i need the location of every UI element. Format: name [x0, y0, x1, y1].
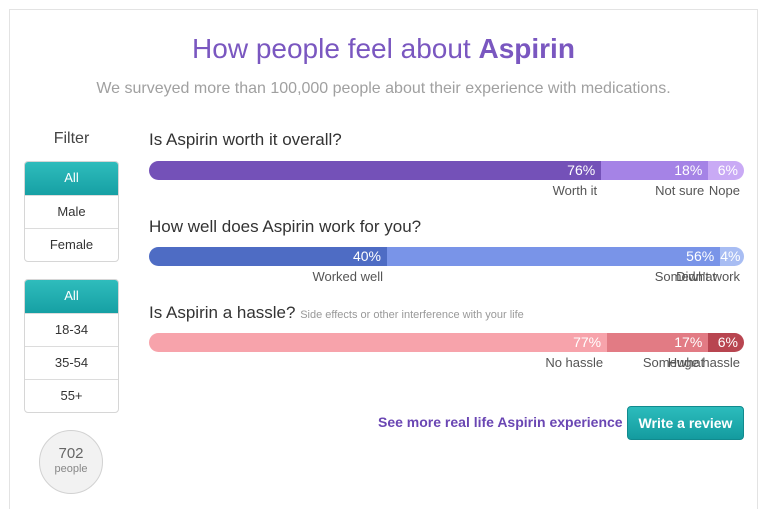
segment-label-3: Nope	[708, 183, 740, 198]
question-text: Is Aspirin worth it overall?	[149, 130, 342, 149]
people-count: 702	[58, 445, 84, 462]
see-more-experience-link[interactable]: See more real life Aspirin experience	[378, 414, 623, 430]
gender-filter-male[interactable]: Male	[25, 195, 118, 228]
bar-segment-1: 76%	[149, 161, 602, 180]
segment-label-3: Huge hassle	[667, 355, 740, 370]
bar-segment-2: 18%	[601, 161, 709, 180]
page-subtitle: We surveyed more than 100,000 people abo…	[96, 80, 671, 97]
page-title: How people feel about Aspirin	[0, 33, 767, 65]
age-filter-35-54[interactable]: 35-54	[25, 346, 118, 379]
title-prefix: How people feel about	[192, 33, 471, 64]
age-filter-group: All 18-34 35-54 55+	[24, 279, 119, 413]
bar-segment-1: 40%	[149, 247, 387, 266]
effectiveness-bar-labels: Worked well Somewhat Didn't work	[149, 269, 744, 285]
question-text: How well does Aspirin work for you?	[149, 217, 422, 236]
bar-segment-2: 17%	[607, 333, 709, 352]
segment-label-1: Worked well	[312, 269, 383, 284]
people-count-label: people	[54, 463, 88, 475]
gender-filter-all[interactable]: All	[25, 162, 118, 195]
bar-segment-3: 6%	[708, 333, 744, 352]
segment-label-3: Didn't work	[676, 269, 740, 284]
hassle-bar-labels: No hassle Somewhat Huge hassle	[149, 355, 744, 371]
segment-label-1: No hassle	[545, 355, 604, 370]
gender-filter-female[interactable]: Female	[25, 228, 118, 261]
bar-segment-3: 4%	[720, 247, 744, 266]
age-filter-55-plus[interactable]: 55+	[25, 379, 118, 412]
question-effectiveness: How well does Aspirin work for you?	[149, 217, 421, 237]
segment-label-2: Not sure	[655, 183, 705, 198]
age-filter-18-34[interactable]: 18-34	[25, 313, 118, 346]
worth-it-bar-labels: Worth it Not sure Nope	[149, 183, 744, 199]
filter-heading: Filter	[53, 130, 90, 147]
drug-name: Aspirin	[478, 33, 575, 64]
write-review-button[interactable]: Write a review	[627, 406, 744, 440]
question-hassle: Is Aspirin a hassle? Side effects or oth…	[149, 303, 524, 323]
question-worth-it: Is Aspirin worth it overall?	[149, 130, 342, 150]
question-note: Side effects or other interference with …	[300, 309, 524, 321]
worth-it-bar: 76% 18% 6%	[149, 161, 744, 180]
question-text: Is Aspirin a hassle?	[149, 303, 296, 322]
bar-segment-2: 56%	[387, 247, 721, 266]
segment-label-2: Somewhat	[642, 355, 705, 370]
bar-segment-3: 6%	[708, 161, 744, 180]
bar-segment-1: 77%	[149, 333, 608, 352]
segment-label-2: Somewhat	[654, 269, 717, 284]
segment-label-1: Worth it	[552, 183, 598, 198]
effectiveness-bar: 40% 56% 4%	[149, 247, 744, 266]
gender-filter-group: All Male Female	[24, 161, 119, 262]
people-count-badge: 702 people	[39, 430, 103, 494]
age-filter-all[interactable]: All	[25, 280, 118, 313]
hassle-bar: 77% 17% 6%	[149, 333, 744, 352]
